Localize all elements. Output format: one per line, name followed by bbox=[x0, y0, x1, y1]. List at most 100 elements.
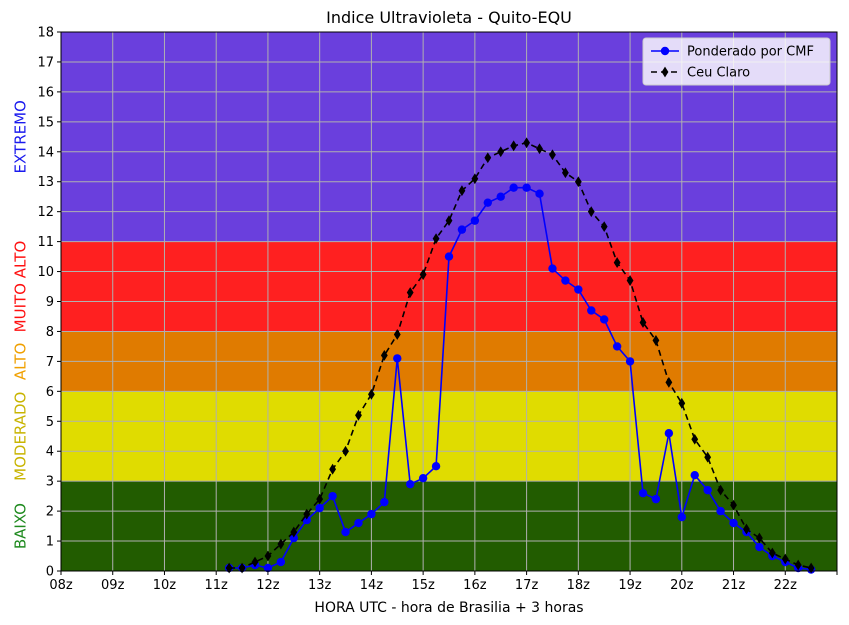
y-tick-label: 12 bbox=[37, 205, 54, 220]
data-point bbox=[315, 503, 324, 513]
data-point bbox=[329, 463, 336, 475]
data-point bbox=[497, 146, 505, 158]
data-point bbox=[354, 518, 363, 528]
y-tick-label: 1 bbox=[46, 535, 54, 550]
band-label-alto: ALTO bbox=[12, 343, 30, 381]
data-point bbox=[458, 185, 466, 197]
legend-entry-label: Ceu Claro bbox=[687, 66, 750, 81]
data-point bbox=[276, 557, 286, 567]
data-point bbox=[690, 470, 699, 480]
x-tick-label: 11z bbox=[205, 578, 229, 593]
band-label-muito-alto: MUITO ALTO bbox=[12, 241, 30, 333]
data-point bbox=[264, 550, 272, 562]
y-tick-label: 6 bbox=[46, 385, 54, 400]
data-point bbox=[483, 198, 492, 207]
data-point bbox=[509, 183, 518, 192]
data-point bbox=[303, 508, 311, 520]
data-point bbox=[355, 409, 362, 421]
data-point bbox=[445, 215, 453, 227]
uv-band-baixo bbox=[61, 481, 837, 571]
x-tick-label: 21z bbox=[722, 578, 746, 593]
x-tick-label: 14z bbox=[360, 578, 384, 593]
data-point bbox=[277, 538, 285, 550]
series-line bbox=[229, 141, 812, 569]
data-point bbox=[523, 137, 530, 149]
data-point bbox=[263, 563, 273, 573]
y-tick-label: 16 bbox=[37, 85, 54, 100]
y-tick-label: 8 bbox=[46, 325, 54, 340]
data-point bbox=[743, 523, 750, 535]
data-point bbox=[703, 485, 712, 495]
legend-entry-label: Ponderado por CMF bbox=[687, 45, 814, 60]
data-point bbox=[613, 257, 621, 268]
data-point bbox=[380, 350, 388, 361]
data-point bbox=[419, 269, 427, 280]
data-point bbox=[677, 512, 686, 522]
legend: Ponderado por CMF Ceu Claro bbox=[642, 37, 831, 86]
data-point bbox=[652, 335, 660, 346]
data-point bbox=[600, 315, 609, 324]
data-point bbox=[678, 397, 686, 409]
x-tick-label: 18z bbox=[567, 578, 591, 593]
data-point bbox=[625, 357, 635, 366]
data-point bbox=[794, 559, 802, 571]
x-tick-label: 10z bbox=[153, 578, 177, 593]
data-point bbox=[393, 329, 401, 340]
y-tick-label: 2 bbox=[46, 505, 54, 520]
data-point bbox=[755, 542, 764, 552]
y-tick-label: 9 bbox=[46, 295, 54, 310]
x-tick-label: 08z bbox=[49, 578, 73, 593]
y-tick-label: 3 bbox=[46, 475, 54, 490]
data-point bbox=[626, 275, 634, 286]
y-tick-label: 4 bbox=[46, 445, 54, 460]
y-tick-label: 18 bbox=[37, 26, 54, 41]
data-point bbox=[341, 527, 350, 537]
data-point bbox=[549, 149, 556, 161]
y-tick-label: 5 bbox=[46, 415, 54, 430]
data-point bbox=[548, 264, 557, 273]
y-tick-label: 11 bbox=[37, 235, 54, 250]
data-point bbox=[651, 494, 661, 504]
x-axis-label: HORA UTC - hora de Brasilia + 3 horas bbox=[314, 600, 583, 616]
data-point bbox=[380, 497, 389, 507]
data-point bbox=[536, 143, 543, 155]
data-point bbox=[393, 354, 402, 363]
legend-box bbox=[642, 37, 831, 86]
legend-marker bbox=[660, 46, 670, 56]
data-point bbox=[612, 342, 622, 351]
data-point bbox=[328, 491, 337, 501]
chart-title: Indice Ultravioleta - Quito-EQU bbox=[326, 8, 572, 27]
data-point bbox=[664, 429, 674, 438]
y-tick-label: 13 bbox=[37, 175, 54, 190]
data-point bbox=[368, 388, 375, 400]
data-point bbox=[444, 252, 454, 261]
x-tick-label: 22z bbox=[774, 578, 798, 593]
data-point bbox=[574, 176, 582, 188]
data-point bbox=[730, 499, 737, 511]
y-tick-label: 15 bbox=[37, 115, 54, 130]
data-point bbox=[289, 533, 298, 543]
data-point bbox=[484, 152, 492, 164]
data-point bbox=[562, 167, 569, 179]
data-point bbox=[522, 183, 531, 192]
data-point bbox=[496, 192, 505, 201]
band-label-extremo: EXTREMO bbox=[12, 100, 30, 173]
data-point bbox=[781, 553, 789, 565]
x-tick-label: 20z bbox=[670, 578, 694, 593]
data-point bbox=[406, 287, 414, 298]
y-tick-label: 10 bbox=[37, 265, 54, 280]
data-point bbox=[406, 479, 415, 489]
data-point bbox=[251, 556, 259, 568]
data-point bbox=[691, 433, 699, 445]
data-point bbox=[431, 461, 441, 471]
y-tick-label: 7 bbox=[46, 355, 54, 370]
x-tick-label: 17z bbox=[515, 578, 539, 593]
data-point bbox=[638, 488, 648, 498]
x-tick-label: 13z bbox=[308, 578, 332, 593]
data-point bbox=[457, 225, 467, 234]
data-point bbox=[665, 376, 673, 388]
data-point bbox=[470, 216, 480, 225]
data-point bbox=[574, 285, 583, 294]
data-point bbox=[367, 509, 376, 519]
